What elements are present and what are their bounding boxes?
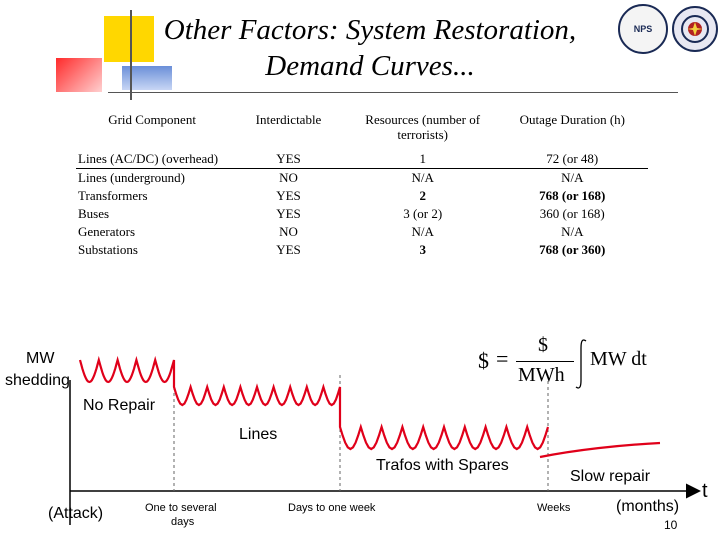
page-number: 10 bbox=[664, 518, 678, 532]
header-interdictable: Interdictable bbox=[255, 112, 322, 127]
cell-resources: 1 bbox=[348, 150, 497, 169]
cell-interdictable: YES bbox=[276, 188, 301, 203]
slide-title: Other Factors: System Restoration, Deman… bbox=[163, 14, 577, 82]
label-lines: Lines bbox=[239, 426, 278, 443]
time-label-days: days bbox=[171, 516, 195, 528]
time-label-days-to-week: Days to one week bbox=[288, 502, 376, 514]
decor-yellow-square bbox=[104, 16, 154, 62]
time-label-attack: (Attack) bbox=[48, 505, 104, 522]
cell-interdictable: NO bbox=[279, 224, 298, 239]
cell-resources: N/A bbox=[411, 170, 434, 185]
cell-interdictable: YES bbox=[276, 206, 301, 221]
formula-equals: = bbox=[496, 346, 509, 371]
seal-icon bbox=[681, 15, 709, 43]
time-label-weeks: Weeks bbox=[537, 502, 571, 514]
header-grid-component: Grid Component bbox=[108, 112, 196, 127]
cell-interdictable: NO bbox=[279, 170, 298, 185]
cell-component: Generators bbox=[78, 224, 136, 239]
label-slow-repair: Slow repair bbox=[570, 468, 651, 485]
cell-interdictable: YES bbox=[276, 242, 301, 257]
cell-resources: 2 bbox=[419, 188, 426, 203]
integral-icon bbox=[575, 339, 587, 389]
y-label-shedding: shedding bbox=[5, 372, 70, 389]
table-row: Transformers YES 2 768 (or 168) bbox=[76, 187, 648, 205]
time-label-months: (months) bbox=[616, 498, 680, 515]
cost-formula: $ = $ MWh MW dt bbox=[478, 334, 653, 394]
cell-outage: 768 (or 360) bbox=[539, 242, 606, 257]
demand-curve-diagram bbox=[69, 355, 701, 525]
decor-pink-square bbox=[56, 58, 102, 92]
time-label-one-to-several: One to several bbox=[145, 502, 217, 514]
decor-horizontal-line bbox=[108, 92, 678, 93]
cell-outage: 72 (or 48) bbox=[496, 150, 648, 169]
x-axis-label-t: t bbox=[702, 480, 708, 502]
table-row: Buses YES 3 (or 2) 360 (or 168) bbox=[76, 205, 648, 223]
formula-numerator: $ bbox=[538, 334, 548, 356]
formula-fraction-bar bbox=[516, 361, 574, 362]
nps-logo-text: NPS bbox=[633, 24, 653, 34]
cell-interdictable: YES bbox=[228, 150, 349, 169]
slow-repair-curve bbox=[539, 441, 661, 459]
header-outage-duration: Outage Duration (h) bbox=[519, 112, 625, 127]
cell-outage: 360 (or 168) bbox=[539, 206, 605, 221]
nps-logo: NPS bbox=[618, 4, 668, 54]
table-row: Generators NO N/A N/A bbox=[76, 223, 648, 241]
cell-component: Lines (underground) bbox=[78, 170, 185, 185]
cell-outage: N/A bbox=[561, 170, 584, 185]
formula-denominator: MWh bbox=[518, 364, 565, 386]
table-row: Lines (underground) NO N/A N/A bbox=[76, 169, 648, 188]
demand-curve bbox=[78, 355, 550, 451]
cell-component: Transformers bbox=[78, 188, 148, 203]
grid-components-table: Grid Component Interdictable Resources (… bbox=[76, 110, 648, 259]
cell-resources: 3 bbox=[419, 242, 426, 257]
table-row: Lines (AC/DC) (overhead) YES 1 72 (or 48) bbox=[76, 150, 648, 169]
cell-component: Lines (AC/DC) (overhead) bbox=[76, 150, 229, 169]
y-label-mw: MW bbox=[26, 350, 55, 367]
formula-lhs: $ bbox=[478, 348, 489, 373]
cell-outage: 768 (or 168) bbox=[539, 188, 606, 203]
header-resources: Resources (number of terrorists) bbox=[365, 112, 481, 142]
cell-resources: N/A bbox=[411, 224, 434, 239]
label-no-repair: No Repair bbox=[83, 397, 156, 414]
cell-resources: 3 (or 2) bbox=[403, 206, 443, 221]
cell-component: Buses bbox=[78, 206, 110, 221]
cell-outage: N/A bbox=[561, 224, 584, 239]
label-trafos-with-spares: Trafos with Spares bbox=[376, 457, 509, 474]
cell-component: Substations bbox=[78, 242, 138, 257]
formula-integrand: MW dt bbox=[590, 348, 647, 370]
table-row: Substations YES 3 768 (or 360) bbox=[76, 241, 648, 259]
decor-vertical-line bbox=[130, 10, 132, 100]
seal-logo bbox=[672, 6, 718, 52]
